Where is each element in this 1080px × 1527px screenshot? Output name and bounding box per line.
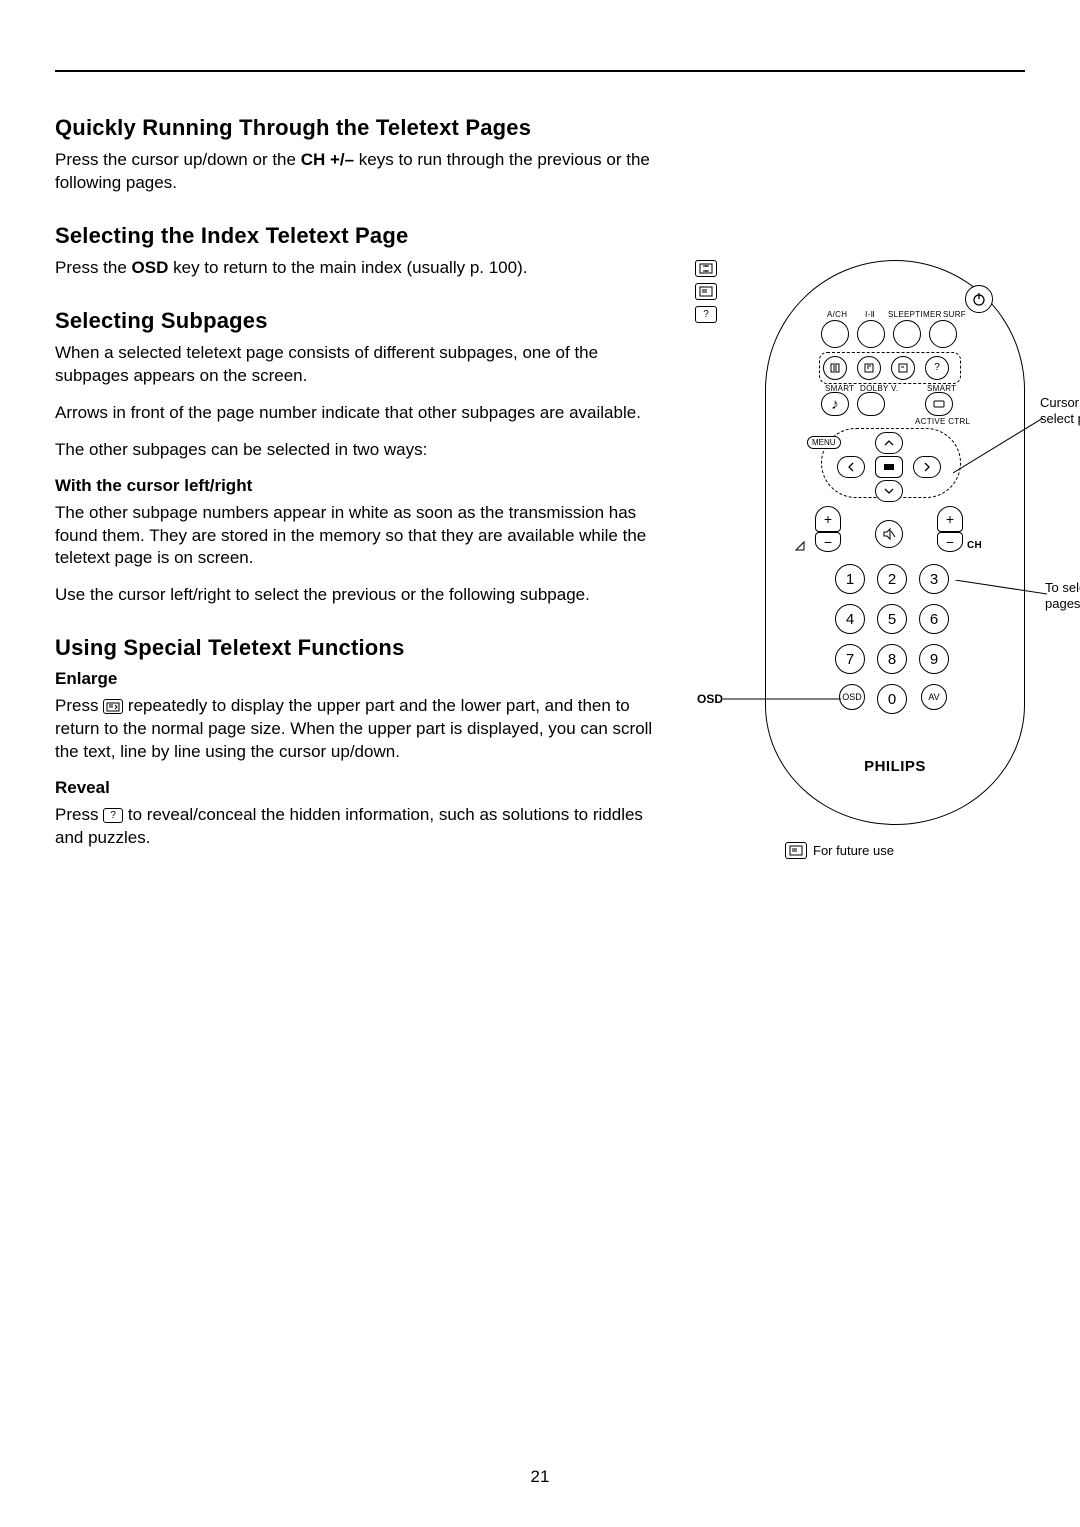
text: repeatedly to display the upper part and… [55, 696, 652, 761]
num-6-button[interactable]: 6 [919, 604, 949, 634]
audio-mode-button[interactable] [857, 320, 885, 348]
dolby-button[interactable] [857, 392, 885, 416]
subheading: Reveal [55, 778, 655, 798]
text: Press [55, 696, 103, 715]
enlarge-button[interactable] [857, 356, 881, 380]
paragraph: The other subpages can be selected in tw… [55, 439, 655, 462]
osd-button[interactable]: OSD [839, 684, 865, 710]
brand-label: PHILIPS [765, 758, 1025, 775]
reveal-button[interactable]: ? [925, 356, 949, 380]
teletext-icon-button-1[interactable] [823, 356, 847, 380]
paragraph: Press the cursor up/down or the CH +/– k… [55, 149, 655, 195]
num-5-button[interactable]: 5 [877, 604, 907, 634]
label-surf: SURF [943, 310, 966, 319]
remote-body: A/CH Ⅰ-Ⅱ SLEEPTIMER SURF [765, 260, 1025, 825]
num-7-button[interactable]: 7 [835, 644, 865, 674]
label-ch: CH [967, 540, 982, 551]
power-button[interactable] [965, 285, 993, 313]
text-bold: CH +/– [301, 150, 354, 169]
reveal-icon: ? [103, 808, 123, 823]
text: Press the [55, 258, 132, 277]
volume-down-button[interactable]: − [815, 532, 841, 552]
format-button[interactable] [875, 456, 903, 478]
num-0-button[interactable]: 0 [877, 684, 907, 714]
ach-button[interactable] [821, 320, 849, 348]
future-use-note: For future use [785, 842, 894, 859]
smart-sound-button[interactable]: ♪ [821, 392, 849, 416]
paragraph: Press ? to reveal/conceal the hidden inf… [55, 804, 655, 850]
sleeptimer-button[interactable] [893, 320, 921, 348]
text: key to return to the main index (usually… [168, 258, 527, 277]
cursor-right-button[interactable] [913, 456, 941, 478]
future-use-text: For future use [813, 843, 894, 858]
num-2-button[interactable]: 2 [877, 564, 907, 594]
subheading: Enlarge [55, 669, 655, 689]
cursor-leader-line [953, 418, 1043, 478]
volume-up-button[interactable]: + [815, 506, 841, 532]
section-special-functions: Using Special Teletext Functions Enlarge… [55, 635, 655, 850]
heading: Selecting the Index Teletext Page [55, 223, 655, 249]
label-sleep: SLEEPTIMER [888, 310, 942, 319]
paragraph: Press the OSD key to return to the main … [55, 257, 655, 280]
remote-illustration: ? A/CH Ⅰ-Ⅱ SLEEPTIMER SURF [675, 260, 1025, 825]
smart-picture-button[interactable] [925, 392, 953, 416]
num-8-button[interactable]: 8 [877, 644, 907, 674]
channel-up-button[interactable]: + [937, 506, 963, 532]
future-use-note-icon [785, 842, 807, 859]
volume-icon [795, 540, 811, 552]
heading: Selecting Subpages [55, 308, 655, 334]
future-use-button[interactable] [891, 356, 915, 380]
av-button[interactable]: AV [921, 684, 947, 710]
left-column: Quickly Running Through the Teletext Pag… [55, 115, 675, 878]
surf-button[interactable] [929, 320, 957, 348]
section-subpages: Selecting Subpages When a selected telet… [55, 308, 655, 608]
num-9-button[interactable]: 9 [919, 644, 949, 674]
num-1-button[interactable]: 1 [835, 564, 865, 594]
expand-icon [695, 260, 717, 277]
num-4-button[interactable]: 4 [835, 604, 865, 634]
label-ach: A/CH [827, 310, 847, 319]
subheading: With the cursor left/right [55, 476, 655, 496]
num-3-button[interactable]: 3 [919, 564, 949, 594]
enlarge-icon [103, 699, 123, 714]
reveal-side-icon: ? [695, 306, 717, 323]
text: Press [55, 805, 103, 824]
channel-down-button[interactable]: − [937, 532, 963, 552]
annot-cursor: Cursor to select pages [1040, 395, 1080, 426]
cursor-up-button[interactable] [875, 432, 903, 454]
osd-leader-line [723, 698, 841, 700]
side-icons: ? [695, 260, 717, 323]
heading: Using Special Teletext Functions [55, 635, 655, 661]
paragraph: Use the cursor left/right to select the … [55, 584, 655, 607]
right-column: ? A/CH Ⅰ-Ⅱ SLEEPTIMER SURF [675, 115, 1025, 878]
paragraph: The other subpage numbers appear in whit… [55, 502, 655, 571]
annot-select: To select pages [1045, 580, 1080, 611]
section-index-page: Selecting the Index Teletext Page Press … [55, 223, 655, 280]
future-use-icon [695, 283, 717, 300]
text: to reveal/conceal the hidden information… [55, 805, 643, 847]
label-ii: Ⅰ-Ⅱ [865, 310, 875, 319]
menu-button[interactable]: MENU [807, 436, 841, 449]
select-leader-line [955, 580, 1047, 600]
page-number: 21 [0, 1467, 1080, 1487]
heading: Quickly Running Through the Teletext Pag… [55, 115, 655, 141]
paragraph: Arrows in front of the page number indic… [55, 402, 655, 425]
paragraph: Press repeatedly to display the upper pa… [55, 695, 655, 764]
section-quickly-running: Quickly Running Through the Teletext Pag… [55, 115, 655, 195]
text-bold: OSD [132, 258, 169, 277]
osd-side-label: OSD [697, 692, 723, 706]
text: Press the cursor up/down or the [55, 150, 301, 169]
cursor-down-button[interactable] [875, 480, 903, 502]
mute-button[interactable] [875, 520, 903, 548]
paragraph: When a selected teletext page consists o… [55, 342, 655, 388]
horizontal-rule [55, 70, 1025, 72]
cursor-left-button[interactable] [837, 456, 865, 478]
